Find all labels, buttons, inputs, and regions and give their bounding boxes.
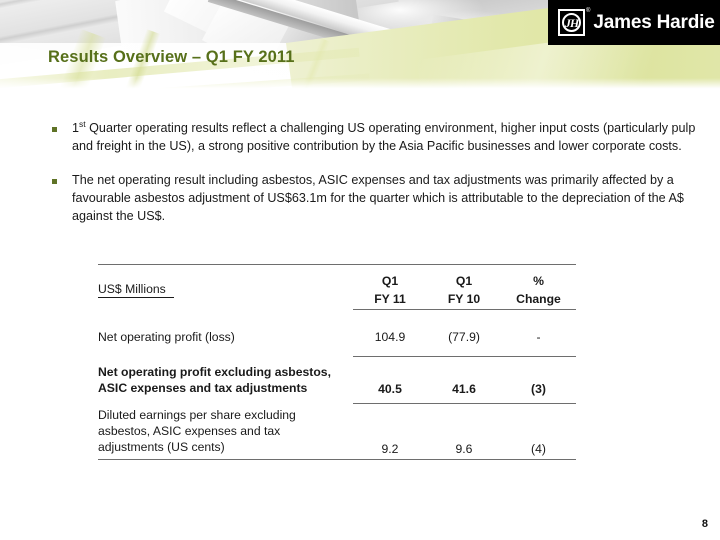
row-value-fy11: 9.2 — [381, 441, 399, 456]
bullet-body: The net operating result including asbes… — [72, 172, 684, 223]
page-title: Results Overview – Q1 FY 2011 — [48, 48, 295, 66]
list-item: 1st Quarter operating results reflect a … — [52, 120, 702, 156]
column-header-fy11: Q1 FY 11 — [353, 272, 427, 309]
row-value-change: (4) — [531, 441, 546, 456]
table-row: Diluted earnings per share excluding asb… — [98, 404, 576, 459]
table-row: Net operating profit (loss) 104.9 (77.9)… — [98, 310, 576, 356]
monogram-letters: JH — [564, 15, 579, 30]
slide-header: JH ® James Hardie Results Overview – Q1 … — [0, 0, 720, 92]
column-header-change-line2: Change — [516, 292, 561, 307]
row-value-fy11: 104.9 — [374, 329, 406, 344]
column-header-fy11-line1: Q1 — [381, 274, 399, 288]
column-header-fy10-line1: Q1 — [455, 274, 473, 288]
row-label: Diluted earnings per share excluding asb… — [98, 407, 296, 454]
list-item: The net operating result including asbes… — [52, 172, 702, 226]
bullet-lead-number: 1 — [72, 121, 80, 135]
bullet-text: The net operating result including asbes… — [72, 172, 702, 226]
table-header-row: US$ Millions Q1 FY 11 Q1 FY 10 % Change — [98, 265, 576, 309]
brand-name: James Hardie — [593, 11, 715, 33]
header-bottom-fade — [0, 78, 720, 92]
table-header-rule — [353, 308, 576, 310]
financial-summary-table: US$ Millions Q1 FY 11 Q1 FY 10 % Change … — [98, 264, 576, 460]
bullet-list: 1st Quarter operating results reflect a … — [52, 120, 702, 241]
bullet-text: 1st Quarter operating results reflect a … — [72, 120, 702, 156]
row-value-change: - — [536, 329, 541, 344]
table-unit-label: US$ Millions — [98, 272, 353, 298]
table-mid-rule-bottom — [353, 402, 576, 404]
row-value-fy11: 40.5 — [378, 381, 402, 396]
row-value-change: (3) — [531, 381, 546, 396]
table-mid-rule-top — [353, 355, 576, 357]
bullet-body: Quarter operating results reflect a chal… — [72, 121, 696, 153]
company-logo: JH ® James Hardie — [548, 0, 720, 45]
page-number: 8 — [701, 518, 708, 530]
table-row: Net operating profit excluding asbestos,… — [98, 357, 576, 403]
bullet-square-icon — [52, 178, 57, 184]
row-label: Net operating profit (loss) — [98, 329, 235, 344]
ordinal-suffix: st — [79, 118, 86, 129]
registered-mark: ® — [586, 8, 591, 14]
james-hardie-monogram-icon: JH — [558, 9, 585, 36]
table-bottom-rule — [98, 458, 576, 460]
row-value-fy10: (77.9) — [448, 329, 480, 344]
column-header-fy10-line2: FY 10 — [447, 292, 481, 307]
row-label: Net operating profit excluding asbestos,… — [98, 364, 331, 395]
column-header-change-line1: % — [533, 274, 544, 288]
bullet-square-icon — [52, 127, 57, 132]
table-top-rule — [98, 264, 576, 265]
row-value-fy10: 9.6 — [455, 441, 473, 456]
column-header-fy11-line2: FY 11 — [374, 292, 406, 307]
row-value-fy10: 41.6 — [452, 381, 476, 396]
column-header-change: % Change — [501, 272, 576, 309]
column-header-fy10: Q1 FY 10 — [427, 272, 501, 309]
